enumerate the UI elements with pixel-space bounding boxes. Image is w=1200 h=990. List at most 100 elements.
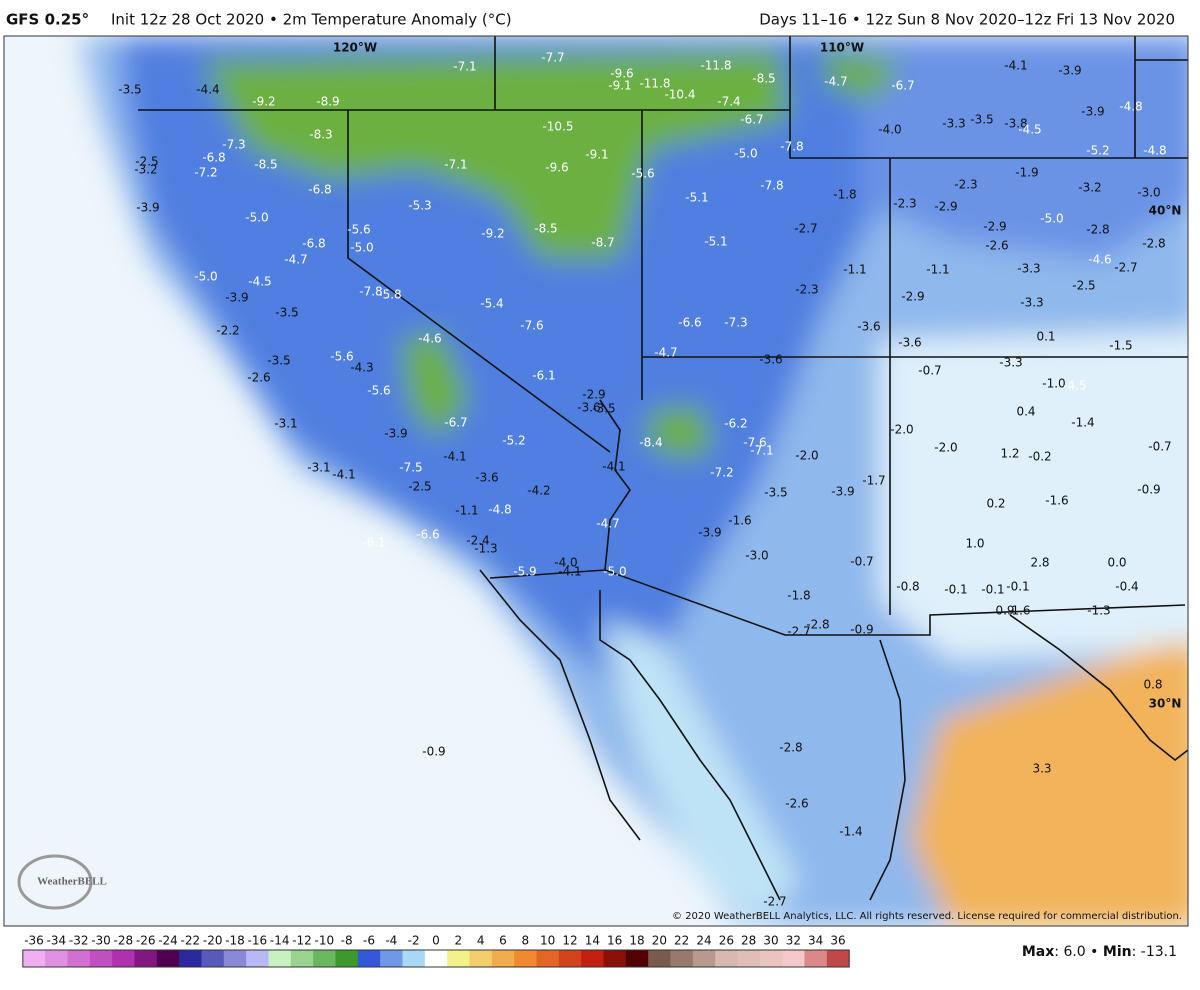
colorbar-tick-label: -12 (292, 934, 312, 948)
value-label: -1.6 (728, 514, 751, 528)
colorbar-tick-label: 24 (696, 934, 711, 948)
value-label: -4.1 (332, 468, 355, 482)
value-label: -9.2 (252, 95, 275, 109)
value-label: -2.9 (901, 290, 924, 304)
value-label: -0.9 (422, 745, 445, 759)
value-label: 3.3 (1032, 762, 1051, 776)
color-cell (536, 950, 560, 967)
value-label: 0.2 (986, 497, 1005, 511)
colorbar-tick-label: 30 (763, 934, 778, 948)
value-label: -2.9 (983, 220, 1006, 234)
value-label: 0.4 (1016, 405, 1035, 419)
value-label: -0.2 (1028, 450, 1051, 464)
border (489, 569, 1186, 636)
value-label: -4.5 (248, 275, 271, 289)
value-label: 1.2 (1000, 447, 1019, 461)
value-label: -5.2 (502, 434, 525, 448)
value-label: -4.0 (554, 556, 577, 570)
colorbar-tick-label: 10 (540, 934, 555, 948)
value-label: -5.2 (1086, 144, 1109, 158)
color-cell (357, 950, 381, 967)
colorbar-tick-label: -22 (181, 934, 201, 948)
value-label: -3.9 (831, 485, 854, 499)
value-label: -1.3 (1087, 604, 1110, 618)
shading (80, 36, 1188, 926)
value-label: -3.9 (136, 201, 159, 215)
header-title: Init 12z 28 Oct 2020 • 2m Temperature An… (111, 11, 512, 29)
coast (869, 639, 906, 901)
value-label: -11.8 (639, 77, 670, 91)
value-label: -3.6 (577, 401, 600, 415)
colorbar-tick-label: -26 (136, 934, 156, 948)
value-label: -1.1 (843, 263, 866, 277)
value-label: -1.7 (862, 474, 885, 488)
value-label: -1.0 (1042, 377, 1065, 391)
value-label: -8.7 (591, 236, 614, 250)
colorbar-tick-label: -6 (363, 934, 375, 948)
logo-swirl (17, 854, 93, 910)
value-label: -2.2 (216, 324, 239, 338)
value-label: -6.2 (724, 417, 747, 431)
color-cell (112, 950, 135, 967)
value-label: -2.6 (247, 371, 270, 385)
value-label: -3.5 (275, 306, 298, 320)
separator: • (1090, 944, 1098, 960)
value-label: -4.7 (596, 517, 619, 531)
colorbar-tick-label: -18 (225, 934, 245, 948)
value-label: -5.1 (685, 191, 708, 205)
max-value: 6.0 (1063, 944, 1085, 960)
color-cell (22, 950, 46, 967)
value-label: -2.9 (582, 388, 605, 402)
value-label: -4.8 (1143, 144, 1166, 158)
logo-text: WeatherBELL (37, 876, 107, 888)
value-label: 0.0 (1107, 556, 1126, 570)
value-label: -0.8 (896, 580, 919, 594)
colorbar-tick-label: -16 (248, 934, 268, 948)
value-label: -4.3 (350, 361, 373, 375)
value-label: -1.8 (787, 589, 810, 603)
value-label: -0.7 (918, 364, 941, 378)
value-label: -0.9 (1137, 483, 1160, 497)
value-label: -3.6 (475, 471, 498, 485)
value-label: -9.2 (481, 227, 504, 241)
value-label: -10.4 (664, 88, 695, 102)
color-cell (45, 950, 68, 967)
value-label: -3.3 (1017, 262, 1040, 276)
colorbar-tick-label: 18 (629, 934, 644, 948)
color-cell (826, 950, 850, 967)
value-label: -2.6 (785, 797, 808, 811)
value-label: -4.1 (1004, 59, 1027, 73)
value-label: -0.9 (850, 623, 873, 637)
value-label: -4.1 (558, 565, 581, 579)
value-label: -4.8 (488, 503, 511, 517)
value-label: -3.2 (134, 163, 157, 177)
value-label: 1.6 (1011, 604, 1030, 618)
value-label: -2.5 (135, 155, 158, 169)
value-label: -1.3 (474, 542, 497, 556)
coast (479, 569, 641, 841)
color-cell (491, 950, 515, 967)
value-label: -8.4 (639, 436, 662, 450)
value-label: -5.6 (347, 223, 370, 237)
color-cell (737, 950, 761, 967)
cold-green-3 (645, 405, 715, 460)
value-label: -3.1 (307, 461, 330, 475)
colorbar-tick-label: 26 (719, 934, 734, 948)
colorbar-frame (22, 949, 850, 968)
color-cell (424, 950, 448, 967)
colorbar-tick-label: -10 (315, 934, 335, 948)
logo: WeatherBELL (17, 854, 107, 910)
value-label: -6.7 (891, 79, 914, 93)
colorbar-tick-label: 20 (652, 934, 667, 948)
value-label: -6.7 (740, 113, 763, 127)
value-label: -4.7 (284, 253, 307, 267)
colorbar-tick-label: -28 (114, 934, 134, 948)
value-label: -2.9 (934, 200, 957, 214)
value-label: -2.5 (1072, 279, 1095, 293)
value-label: -7.3 (724, 316, 747, 330)
value-label: -3.5 (267, 354, 290, 368)
value-label: -3.5 (118, 83, 141, 97)
value-label: -8.9 (316, 95, 339, 109)
value-label: -3.9 (698, 526, 721, 540)
colorbar-tick-label: -2 (408, 934, 420, 948)
